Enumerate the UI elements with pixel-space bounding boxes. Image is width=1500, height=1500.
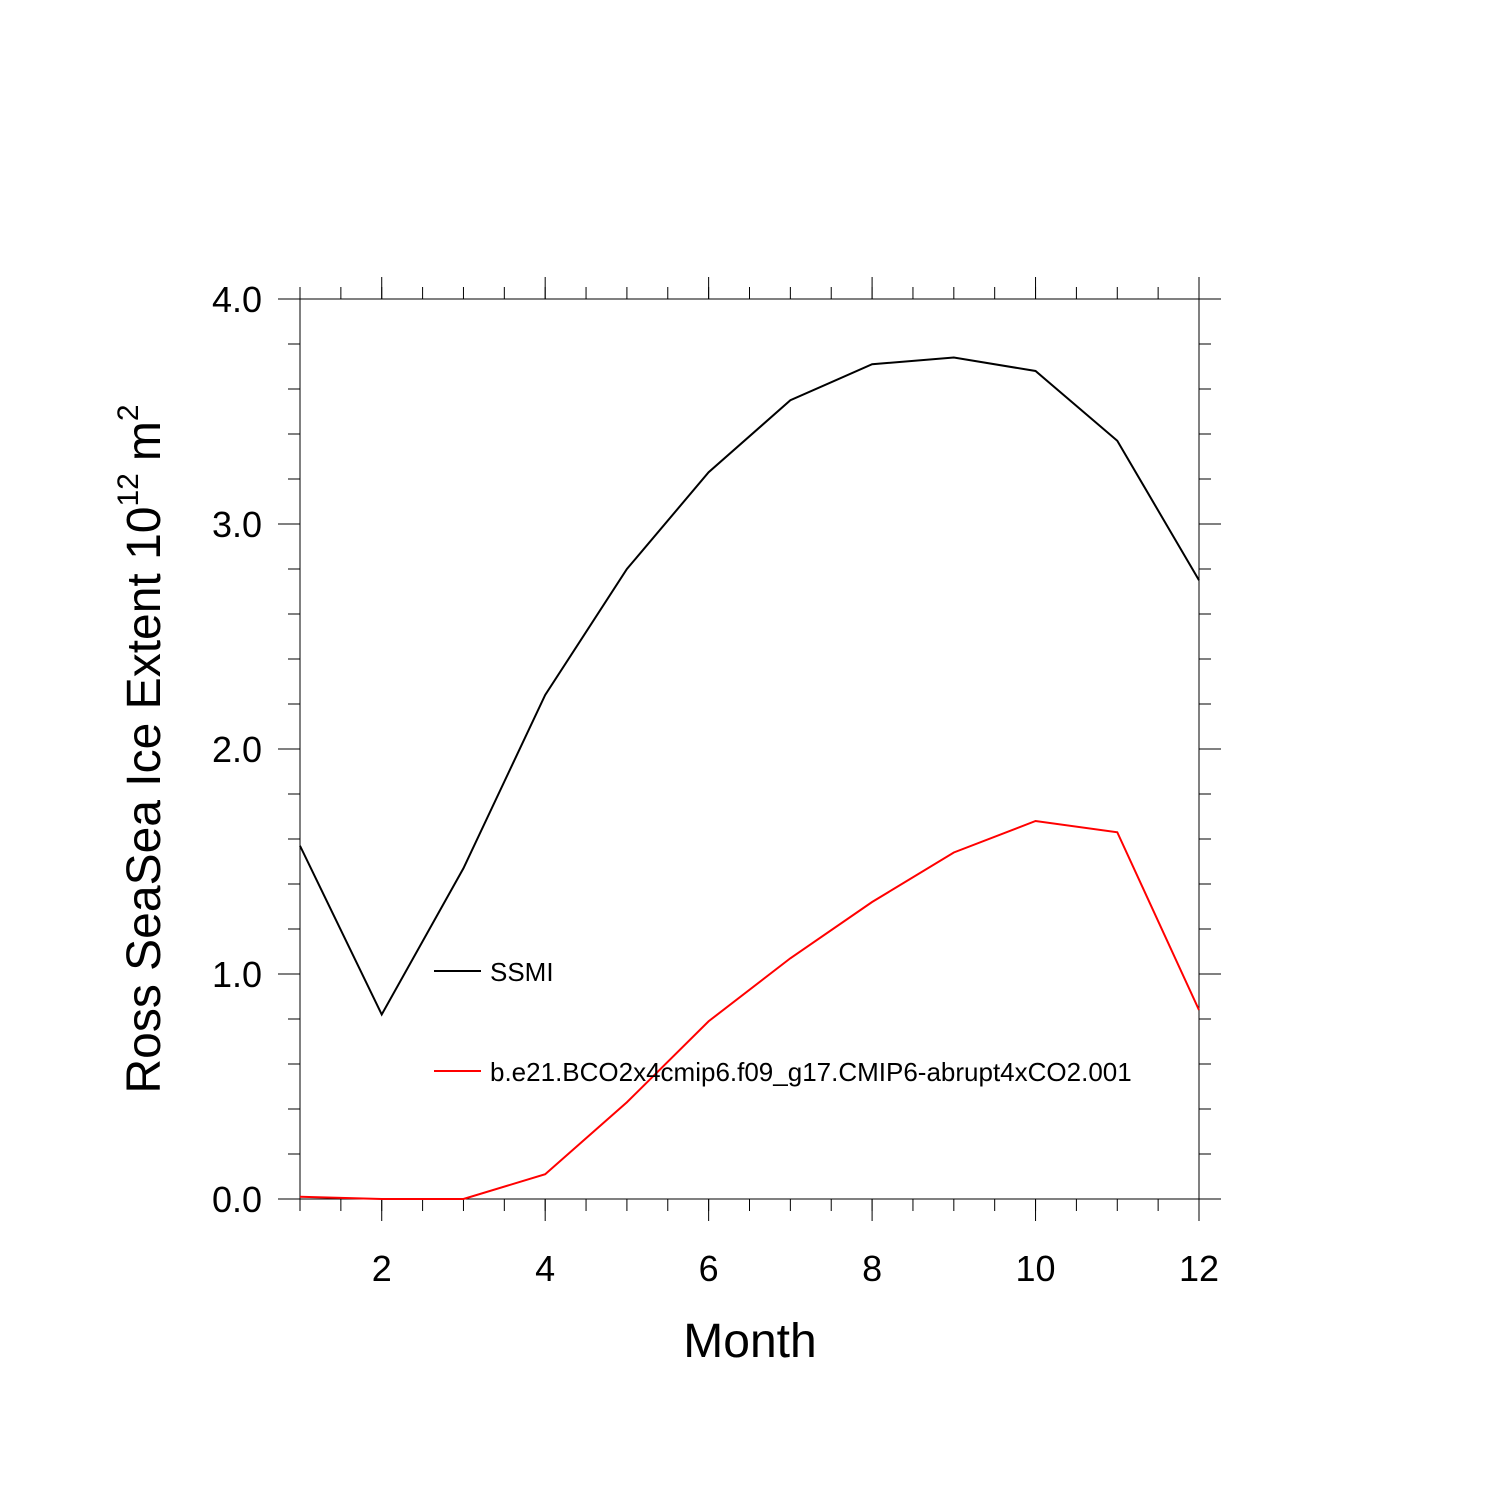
x-tick-label: 2: [372, 1248, 392, 1289]
y-tick-label: 1.0: [212, 954, 262, 995]
y-tick-label: 2.0: [212, 729, 262, 770]
series-line: [299, 356, 1200, 1017]
x-axis-title: Month: [683, 1315, 816, 1368]
y-title-unit-exponent: 2: [112, 404, 145, 421]
y-tick-label: 0.0: [212, 1179, 262, 1220]
y-title-main: Ross SeaSea Ice Extent 10: [118, 507, 171, 1094]
x-tick-label: 6: [699, 1248, 719, 1289]
x-tick-label: 4: [535, 1248, 555, 1289]
y-axis-title: Ross SeaSea Ice Extent 1012 m2: [112, 404, 171, 1093]
y-title-exponent: 12: [112, 473, 145, 506]
x-tick-label: 12: [1179, 1248, 1219, 1289]
legend-label: b.e21.BCO2x4cmip6.f09_g17.CMIP6-abrupt4x…: [490, 1057, 1132, 1087]
x-tick-label: 8: [862, 1248, 882, 1289]
legend-label: SSMI: [490, 957, 554, 987]
y-tick-label: 4.0: [212, 279, 262, 320]
y-title-unit: m: [118, 421, 171, 461]
series-line: [299, 819, 1200, 1200]
x-tick-label: 10: [1016, 1248, 1056, 1289]
y-tick-label: 3.0: [212, 504, 262, 545]
